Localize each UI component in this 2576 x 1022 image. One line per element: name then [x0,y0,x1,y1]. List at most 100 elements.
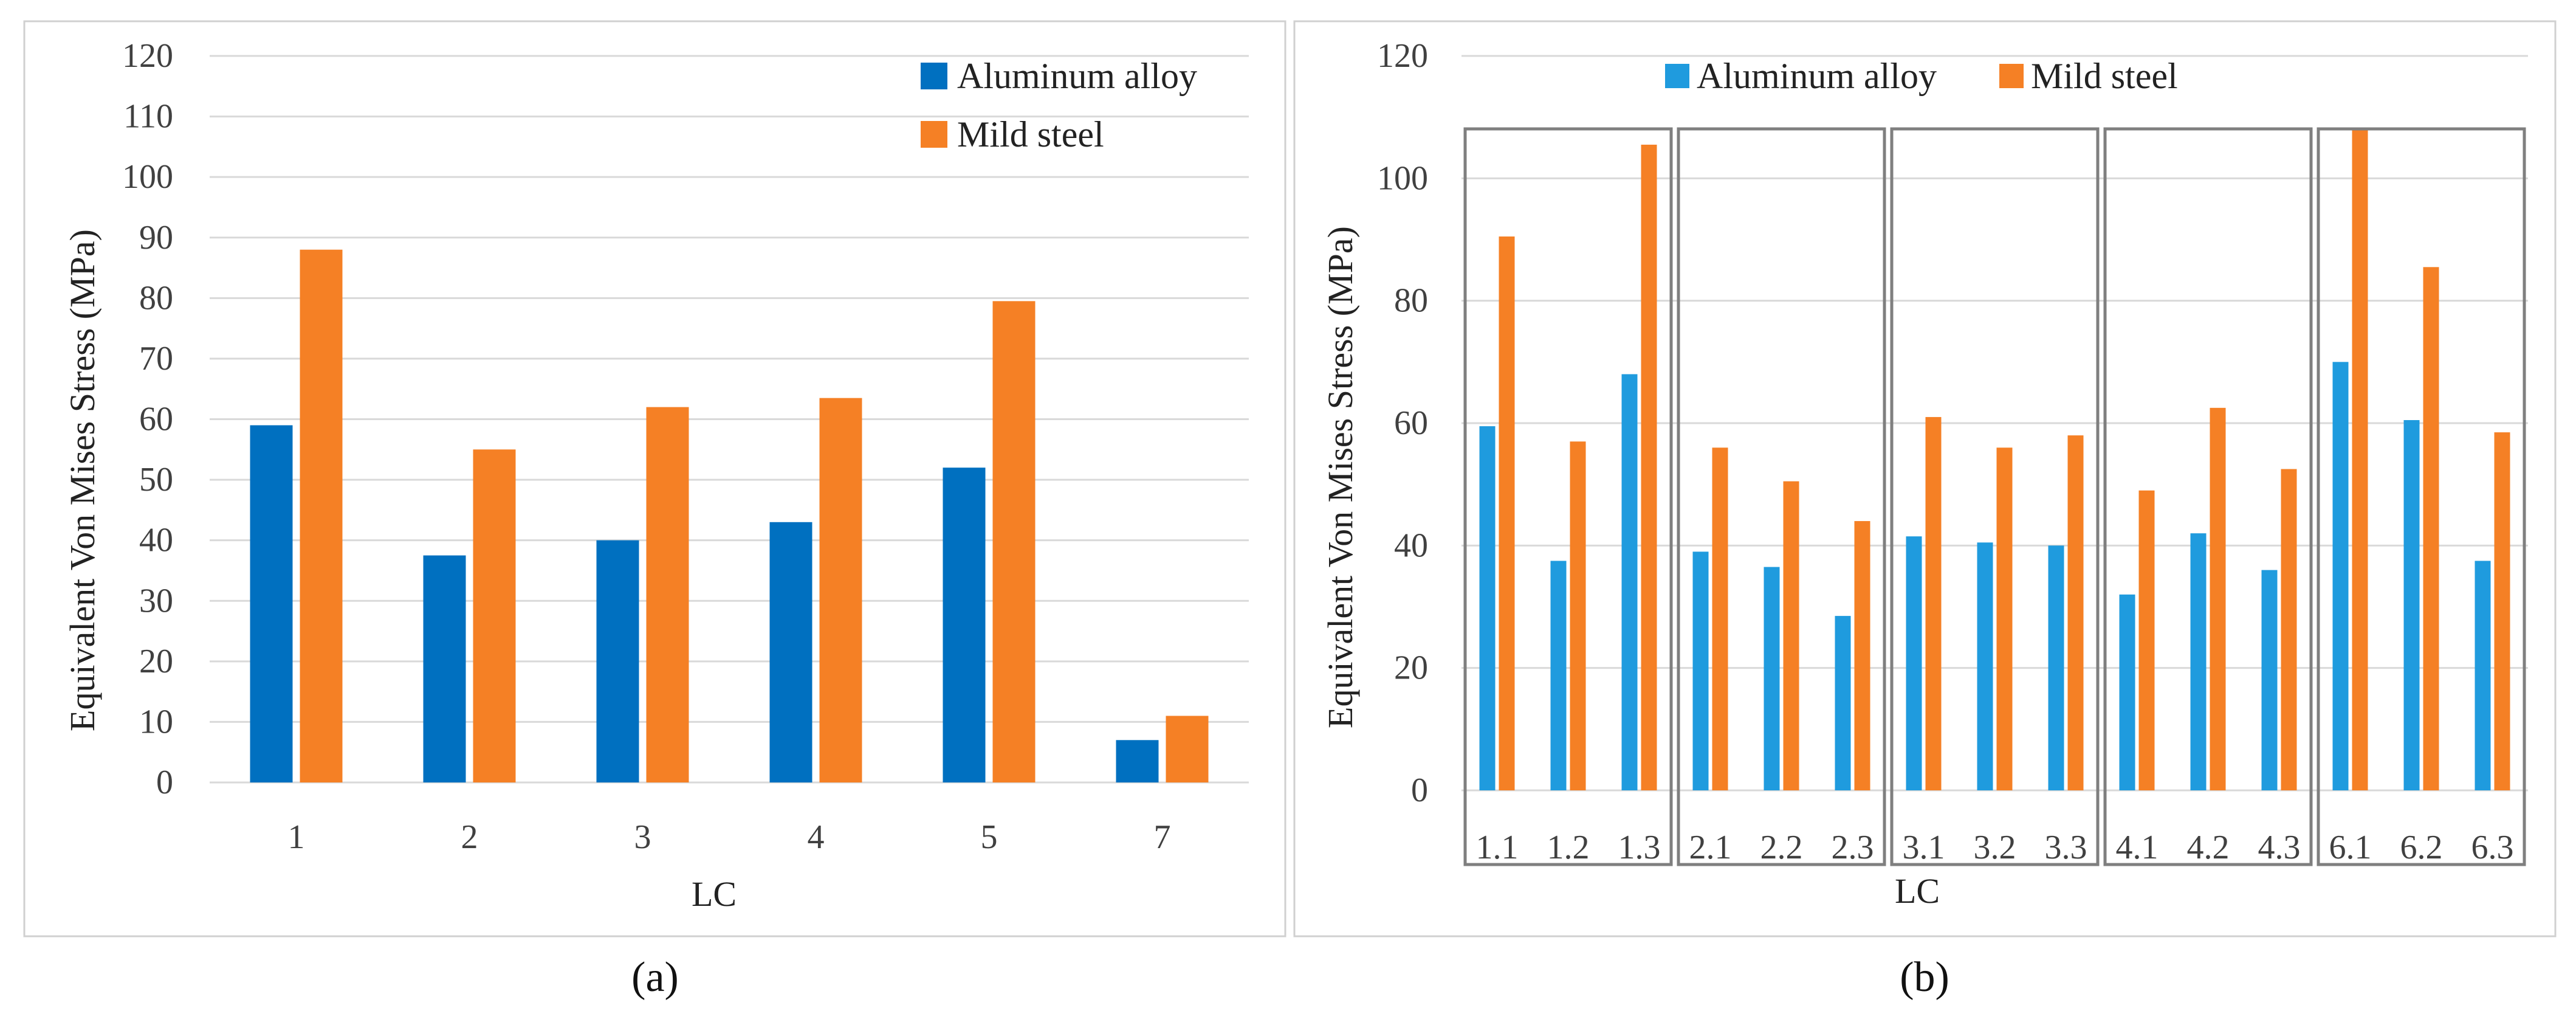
chart-b-bar-steel-2.3 [1854,521,1870,790]
chart-b-y-tick: 80 [1394,282,1428,320]
chart-b-bar-aluminum-6.1 [2332,362,2349,790]
chart-b-bar-steel-3.3 [2067,435,2084,790]
chart-b-x-tick: 6.1 [2329,829,2372,866]
chart-b-bar-steel-6.1 [2352,129,2368,790]
chart-b-legend-label: Aluminum alloy [1697,56,1937,96]
chart-b-y-tick: 40 [1394,527,1428,564]
chart-b-bar-steel-3.1 [1925,416,1942,790]
chart-b-bar-steel-1.2 [1570,441,1586,790]
chart-a-legend: Aluminum alloy Mild steel [921,56,1197,154]
chart-b-bar-aluminum-4.3 [2261,570,2278,790]
chart-a-bar-aluminum-4 [769,522,812,782]
chart-a-bar-aluminum-3 [596,540,639,782]
chart-a-x-tick: 3 [634,818,651,856]
chart-b-bar-aluminum-4.1 [2119,594,2135,790]
chart-b-legend-label: Mild steel [2031,56,2178,96]
chart-b-bar-aluminum-2.1 [1692,551,1709,790]
chart-b-x-tick: 6.3 [2471,829,2514,866]
chart-a-y-tick: 100 [122,158,173,196]
chart-a-caption: (a) [631,954,679,1001]
chart-a-y-tick: 120 [122,37,173,75]
chart-b-bar-aluminum-6.2 [2403,420,2420,790]
chart-a-y-tick: 0 [156,764,173,801]
chart-b-bar-steel-6.3 [2494,432,2510,790]
chart-b-y-tick: 0 [1411,772,1428,809]
chart-a-bar-steel-7 [1166,716,1209,782]
chart-a-y-tick: 20 [139,643,173,680]
chart-a-bar-steel-2 [473,449,516,782]
chart-b-x-tick: 3.3 [2045,829,2087,866]
chart-b-x-tick: 3.1 [1903,829,1945,866]
chart-b-legend-swatch [1999,64,2024,88]
chart-b-bar-steel-4.3 [2281,469,2297,790]
chart-a-y-axis-title: Equivalent Von Mises Stress (MPa) [63,229,102,731]
chart-b-bars [1479,129,2510,790]
chart-a-legend-swatch [921,121,947,148]
chart-b-bar-steel-6.2 [2423,267,2439,790]
chart-b-x-tick: 1.1 [1476,829,1519,866]
chart-a-bar-aluminum-1 [250,425,293,782]
chart-a-bar-steel-3 [646,407,689,782]
chart-b-x-tick: 1.2 [1547,829,1590,866]
chart-b-x-tick: 2.1 [1689,829,1732,866]
chart-a-y-tick: 90 [139,219,173,257]
chart-a-x-tick: 1 [288,818,305,856]
chart-b-bar-aluminum-3.1 [1906,536,1922,790]
chart-a-x-tick: 4 [808,818,825,856]
chart-b-x-tick: 4.3 [2258,829,2301,866]
chart-a-y-tick: 40 [139,522,173,559]
chart-b-bar-aluminum-2.2 [1764,567,1780,790]
chart-b-bar-steel-1.3 [1641,144,1657,790]
chart-b-x-tick: 2.2 [1760,829,1803,866]
chart-b-group-box [2317,127,2526,866]
chart-b-group-box [2103,127,2313,866]
chart-a-legend-swatch [921,63,947,89]
chart-b-y-tick-labels: 0 20 40 60 80 100 120 [1377,37,1428,809]
chart-b-x-tick-labels: 1.1 1.2 1.3 2.1 2.2 2.3 3.1 3.2 3.3 4.1 4.2 4.3 6.1 6… [1476,829,2514,866]
chart-a-gridlines [210,55,1249,784]
chart-b-bar-steel-3.2 [1996,447,2013,790]
chart-b-gridlines [1461,55,2528,792]
chart-b-bar-aluminum-4.2 [2190,533,2207,790]
chart-a-x-axis-title: LC [692,874,737,914]
chart-a-x-tick: 5 [981,818,998,856]
chart-b-bar-steel-4.2 [2210,407,2226,790]
chart-a-bar-steel-1 [300,249,343,783]
chart-b-bar-aluminum-1.1 [1479,426,1496,790]
chart-b-bar-steel-2.2 [1783,481,1799,790]
chart-a-y-tick: 60 [139,401,173,438]
chart-b-bar-aluminum-3.3 [2048,545,2064,790]
chart-b-x-tick: 4.1 [2116,829,2159,866]
chart-a-x-tick-labels: 1 2 3 4 5 7 [288,818,1171,856]
chart-b-y-tick: 100 [1377,159,1428,197]
chart-a-y-tick: 10 [139,703,173,741]
chart-a-legend-label: Aluminum alloy [957,56,1197,96]
chart-a-y-tick: 110 [123,98,173,136]
chart-a-x-tick: 7 [1154,818,1171,856]
chart-a-bar-steel-5 [992,301,1036,782]
chart-b-bar-steel-4.1 [2138,490,2155,790]
chart-a-bar-aluminum-2 [423,555,466,782]
chart-a-y-tick: 30 [139,582,173,620]
chart-a-y-tick: 80 [139,279,173,317]
chart-a-y-tick-labels: 0 10 20 30 40 50 60 70 80 90 100 110 120 [122,37,173,801]
chart-a-bar-steel-4 [819,398,862,782]
chart-b-legend: Aluminum alloy Mild steel [1665,56,2178,96]
chart-a-bars [250,249,1209,783]
chart-b-bar-aluminum-3.2 [1977,542,1993,790]
chart-b-y-tick: 60 [1394,404,1428,442]
chart-b-x-tick: 1.3 [1618,829,1661,866]
chart-panel-b: 0 20 40 60 80 100 120 1.1 1.2 1.3 2.1 2.2 2.3 3.1 3.2… [1293,20,2557,937]
chart-b-bar-aluminum-2.3 [1835,616,1851,790]
chart-b-x-tick: 6.2 [2400,829,2443,866]
chart-b-group-boxes [1463,127,2526,866]
chart-b-legend-swatch [1665,64,1689,88]
chart-b-y-tick: 20 [1394,649,1428,687]
chart-a-bar-aluminum-5 [943,468,986,782]
chart-b-caption: (b) [1900,954,1949,1001]
chart-a-x-tick: 2 [461,818,478,856]
chart-a-y-tick: 70 [139,340,173,378]
chart-b-group-box [1677,127,1886,866]
chart-b-y-axis-title: Equivalent Von Mises Stress (MPa) [1321,226,1360,728]
